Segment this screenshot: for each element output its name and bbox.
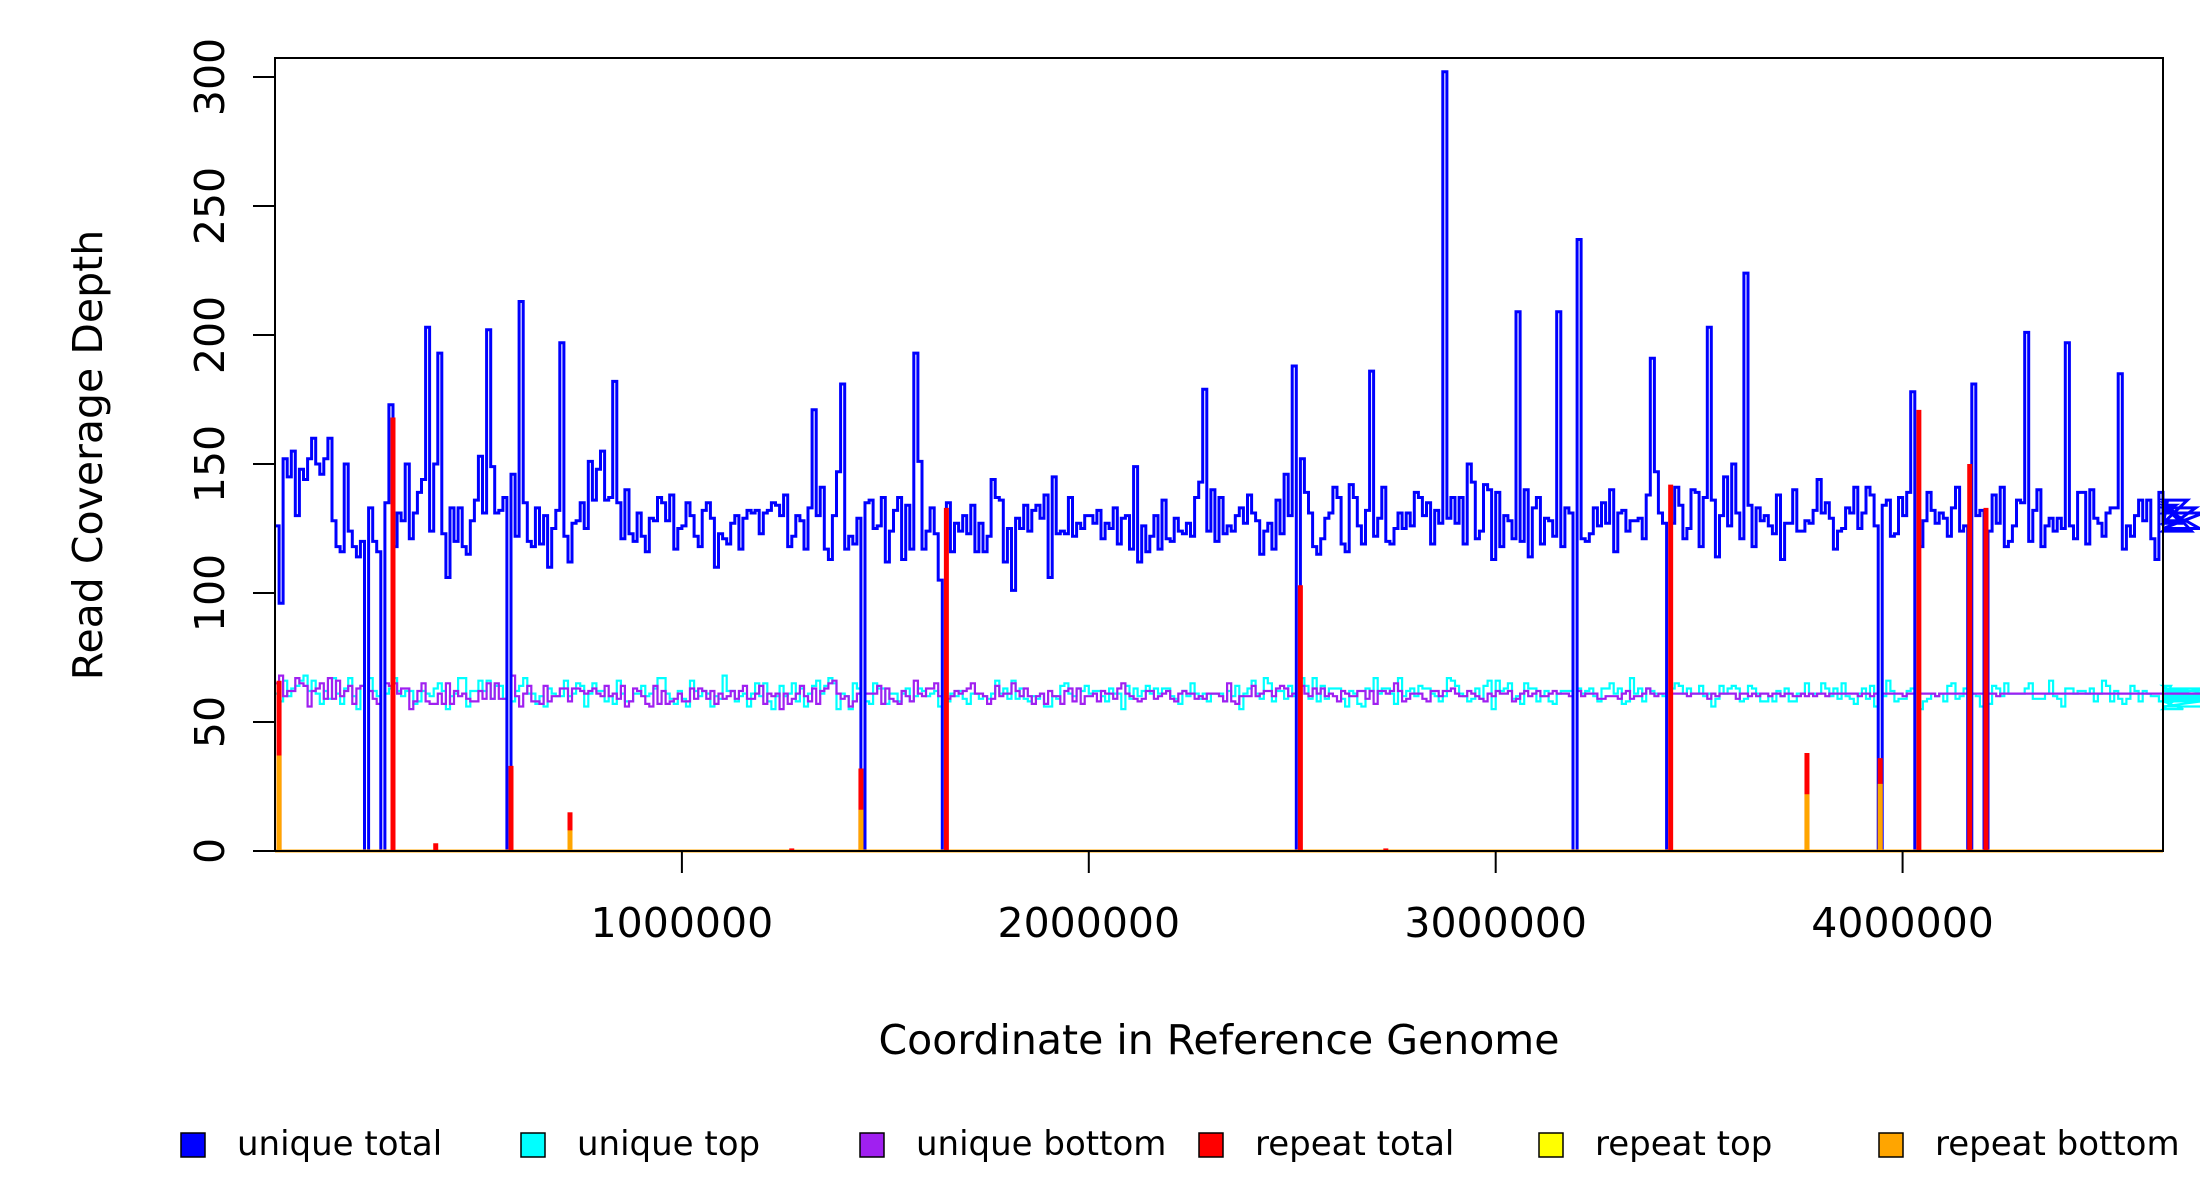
legend-item-unique-bottom: unique bottom [859,1124,1166,1164]
legend-swatch [1538,1132,1564,1158]
legend-label: repeat bottom [1935,1124,2180,1164]
series-unique-total [275,70,2200,853]
x-tick-label: 4000000 [1811,899,1994,947]
legend: unique total unique top unique bottom repea… [180,1124,2180,1164]
y-tick-label: 200 [186,296,234,374]
series-layer [275,70,2200,853]
y-axis-label: Read Coverage Depth [64,230,112,680]
series-unique-top [275,674,2200,853]
legend-label: repeat top [1595,1124,1772,1164]
legend-item-unique-top: unique top [520,1124,760,1164]
series-unique-bottom [275,674,2200,853]
plot-frame [274,57,2164,852]
x-axis-label: Coordinate in Reference Genome [879,1016,1560,1064]
y-tick-label: 50 [186,696,234,748]
legend-swatch [520,1132,546,1158]
legend-label: unique bottom [916,1124,1166,1164]
axes-layer: 0 50 100 150 200 250 300 1000000 2000000 3000000 4… [186,38,1994,947]
legend-swatch [1198,1132,1224,1158]
legend-swatch [1878,1132,1904,1158]
legend-item-repeat-bottom: repeat bottom [1878,1124,2180,1164]
legend-label: repeat total [1255,1124,1454,1164]
y-tick-label: 150 [186,425,234,503]
x-tick-label: 2000000 [997,899,1180,947]
x-tick-label: 1000000 [591,899,774,947]
legend-item-repeat-top: repeat top [1538,1124,1772,1164]
legend-swatch [859,1132,885,1158]
legend-label: unique total [237,1124,442,1164]
legend-swatch [180,1132,206,1158]
x-tick-label: 3000000 [1404,899,1587,947]
y-tick-label: 0 [186,838,234,864]
legend-item-repeat-total: repeat total [1198,1124,1454,1164]
y-tick-label: 250 [186,167,234,245]
legend-label: unique top [577,1124,760,1164]
y-tick-label: 100 [186,554,234,632]
y-tick-label: 300 [186,38,234,116]
legend-item-unique-total: unique total [180,1124,442,1164]
